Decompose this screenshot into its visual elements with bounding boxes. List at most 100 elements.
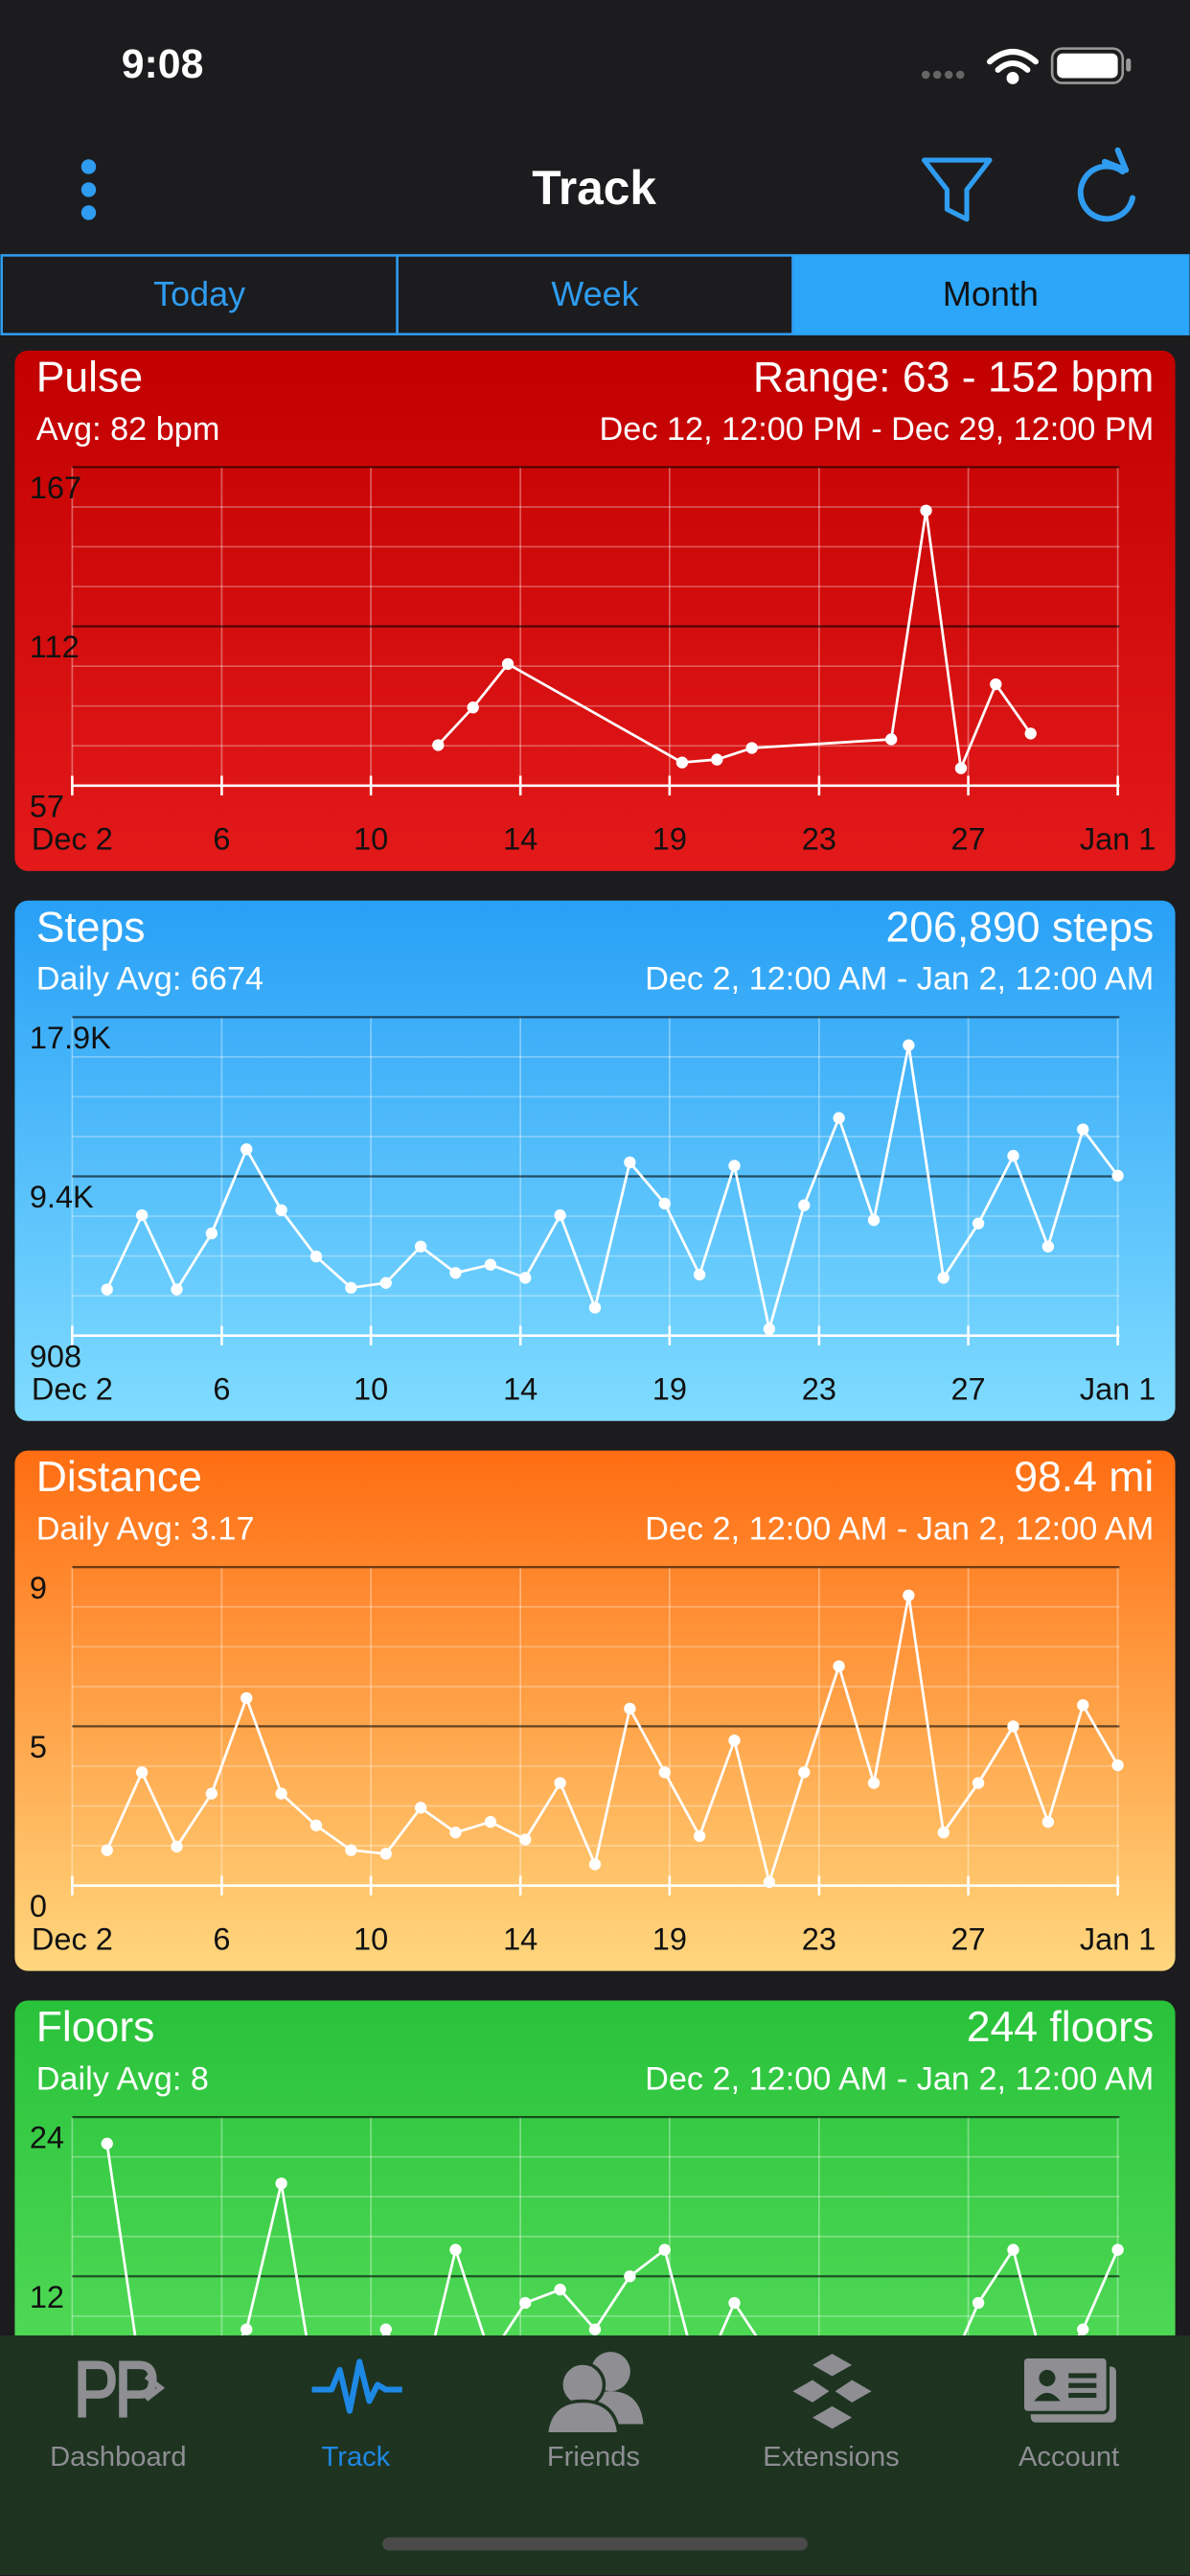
menu-button[interactable]	[80, 159, 97, 220]
y-tick-label: 17.9K	[30, 1021, 111, 1055]
data-point	[240, 1691, 253, 1705]
x-tick-label: 10	[354, 1921, 388, 1956]
x-tick-label: 19	[652, 822, 687, 857]
data-point	[624, 2270, 636, 2283]
data-point	[414, 1802, 427, 1814]
tab-label[interactable]: Extensions	[763, 2442, 899, 2472]
x-tick-label: 6	[213, 822, 230, 857]
card-title: Steps	[36, 904, 146, 951]
track-icon	[311, 2358, 402, 2414]
data-point	[867, 1213, 881, 1227]
data-point	[728, 2296, 741, 2310]
data-point	[624, 1156, 636, 1169]
data-point	[763, 1322, 776, 1335]
cellular-icon	[921, 70, 965, 80]
chart-card: Steps 206,890 steps Daily Avg: 6674 Dec 2, …	[14, 900, 1176, 1421]
y-tick-label: 9	[30, 1571, 47, 1605]
x-tick-label: 14	[503, 1372, 538, 1407]
card-title: Distance	[36, 1454, 202, 1501]
chart-card: Pulse Range: 63 - 152 bpm Avg: 82 bpm Dec 1…	[14, 350, 1176, 871]
x-tick-label: 19	[652, 1372, 687, 1407]
data-point	[171, 1283, 183, 1296]
y-tick-label: 9.4K	[30, 1180, 94, 1214]
data-point	[798, 1199, 811, 1211]
data-point	[903, 1589, 915, 1601]
data-point	[275, 1204, 287, 1216]
y-tick-label: 0	[30, 1889, 47, 1923]
data-point	[101, 1283, 113, 1296]
account-icon	[1020, 2355, 1116, 2423]
card-background	[14, 1450, 1176, 1971]
data-point	[171, 1840, 183, 1853]
home-indicator	[382, 2537, 808, 2551]
data-point	[675, 756, 689, 769]
data-point	[1007, 1720, 1019, 1733]
x-tick-label: Jan 1	[1080, 822, 1156, 857]
segment-label[interactable]: Month	[943, 274, 1039, 313]
data-point	[379, 1276, 392, 1289]
data-point	[484, 1258, 497, 1271]
data-point	[449, 2243, 462, 2256]
segment-label[interactable]: Week	[551, 274, 639, 313]
segment-label[interactable]: Today	[153, 274, 245, 313]
tab-label[interactable]: Friends	[547, 2442, 640, 2472]
tab-label[interactable]: Account	[1018, 2442, 1119, 2472]
data-point	[954, 762, 968, 774]
data-point	[1077, 2323, 1089, 2335]
data-point	[1041, 1815, 1055, 1828]
data-point	[135, 1208, 149, 1222]
data-point	[240, 1143, 253, 1156]
data-point	[990, 678, 1002, 691]
data-point	[467, 702, 479, 714]
refresh-button[interactable]	[1077, 147, 1136, 222]
data-point	[205, 1787, 218, 1800]
data-point	[240, 2323, 253, 2335]
data-line	[105, 1044, 1119, 1331]
data-point	[833, 1660, 845, 1672]
data-point	[972, 1217, 985, 1230]
tab-items: Dashboard Track Friends Extensions Account	[50, 2442, 1119, 2472]
x-tick-label: 23	[802, 1921, 836, 1956]
x-tick-label: Dec 2	[32, 1372, 113, 1407]
data-point	[867, 1777, 881, 1789]
x-tick-label: 10	[354, 1372, 388, 1407]
filter-button[interactable]	[921, 157, 993, 222]
data-point	[763, 1875, 776, 1889]
x-tick-label: 6	[213, 1372, 230, 1407]
data-point	[972, 2296, 985, 2310]
data-point	[519, 1833, 532, 1846]
data-point	[275, 1787, 287, 1800]
data-point	[1077, 1699, 1089, 1712]
x-tick-label: 14	[503, 1921, 538, 1956]
wifi-icon	[987, 49, 1039, 84]
x-tick-label: Jan 1	[1080, 1372, 1156, 1407]
data-point	[903, 1039, 915, 1051]
data-point	[693, 1268, 706, 1281]
data-point	[309, 1819, 323, 1831]
data-point	[937, 1827, 950, 1839]
data-line	[105, 1594, 1119, 1884]
dashboard-icon	[78, 2360, 166, 2418]
data-point	[972, 1777, 985, 1789]
card-period: Dec 2, 12:00 AM - Jan 2, 12:00 AM	[645, 961, 1154, 998]
data-point	[414, 1240, 427, 1253]
tab-label[interactable]: Track	[322, 2442, 391, 2472]
card-background	[14, 900, 1176, 1421]
data-point	[379, 2323, 392, 2335]
data-point	[135, 1766, 149, 1779]
data-point	[205, 1227, 218, 1240]
data-point	[745, 742, 758, 754]
data-point	[449, 1827, 462, 1839]
tab-label[interactable]: Dashboard	[50, 2442, 186, 2472]
card-summary: 98.4 mi	[1014, 1454, 1154, 1501]
data-point	[658, 2243, 671, 2256]
data-point	[658, 1197, 671, 1210]
data-point	[1041, 1240, 1055, 1253]
data-point	[588, 2323, 602, 2335]
x-tick-label: 27	[950, 1921, 985, 1956]
x-tick-label: 6	[213, 1921, 230, 1956]
data-point	[1111, 1759, 1124, 1772]
card-summary: 244 floors	[967, 2004, 1155, 2051]
x-tick-label: 10	[354, 822, 388, 857]
data-point	[588, 1301, 602, 1314]
